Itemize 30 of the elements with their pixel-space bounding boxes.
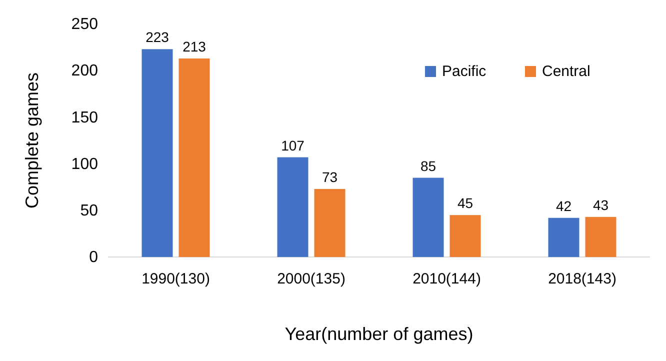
bar	[142, 49, 173, 257]
data-label: 107	[281, 137, 305, 154]
bar	[585, 216, 616, 257]
data-label: 42	[556, 198, 572, 214]
x-tick-label: 1990(130)	[142, 270, 210, 288]
bar	[450, 215, 481, 257]
bar	[412, 178, 444, 257]
bar	[548, 218, 580, 257]
bar	[178, 58, 210, 257]
legend-label: Central	[542, 63, 590, 80]
x-axis-title: Year(number of games)	[284, 324, 474, 344]
y-tick-label: 250	[71, 16, 98, 34]
bar	[314, 188, 346, 257]
y-tick-label: 150	[71, 109, 98, 126]
y-axis-title: Complete games	[22, 72, 42, 209]
x-tick-label: 2000(135)	[277, 270, 346, 288]
legend-label: Pacific	[442, 63, 487, 80]
x-tick-label: 2018(143)	[548, 270, 616, 288]
data-label: 43	[592, 196, 609, 213]
y-tick-label: 100	[71, 156, 98, 173]
data-label: 85	[420, 158, 436, 174]
data-label: 213	[182, 38, 206, 54]
y-tick-label: 50	[80, 202, 98, 220]
y-tick-label: 200	[71, 62, 98, 80]
y-tick-label: 0	[89, 249, 98, 266]
data-label: 45	[457, 195, 474, 212]
x-tick-label: 2010(144)	[412, 270, 481, 288]
bar	[277, 157, 308, 257]
data-label: 73	[322, 168, 338, 185]
data-label: 223	[146, 29, 170, 46]
